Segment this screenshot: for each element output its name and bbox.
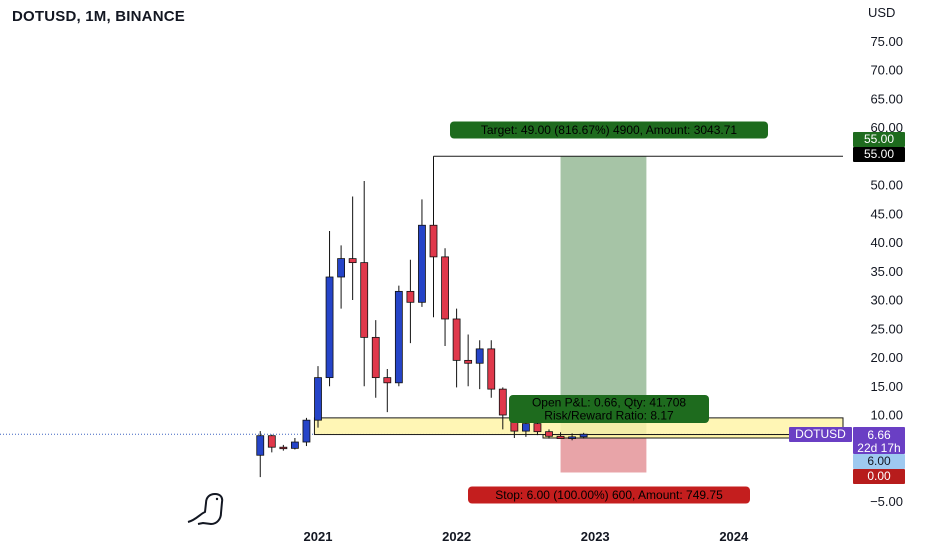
candle-body: [360, 262, 369, 338]
open-pl-label-text: Open P&L: 0.66, Qty: 41.708: [532, 396, 686, 410]
y-tick-label: 60.00: [870, 120, 903, 135]
candle-body: [371, 336, 380, 379]
candle-body: [337, 258, 346, 278]
stop-label[interactable]: [468, 486, 750, 504]
candle-body: [464, 359, 473, 364]
candle-body: [475, 348, 484, 364]
y-tick-label: 45.00: [870, 206, 903, 221]
y-tick-label: 50.00: [870, 178, 903, 193]
candle-body: [267, 435, 276, 448]
y-tick-label: 75.00: [870, 34, 903, 49]
y-tick-label: −5.00: [870, 494, 903, 509]
y-tick-label: 30.00: [870, 293, 903, 308]
y-tick-label: 70.00: [870, 63, 903, 78]
stop-label-text: Stop: 6.00 (100.00%) 600, Amount: 749.75: [495, 488, 723, 502]
y-tick-label: 40.00: [870, 235, 903, 250]
candle-body: [533, 423, 542, 433]
target-label[interactable]: [450, 121, 768, 139]
y-tick-label: 15.00: [870, 379, 903, 394]
last-price-tag-text: 6.66: [867, 428, 891, 442]
entry-price-tag: [853, 454, 905, 469]
candle-body: [579, 433, 588, 438]
candle-body: [452, 318, 461, 361]
y-tick-label: 25.00: [870, 321, 903, 336]
candle-body: [290, 441, 299, 449]
countdown-tag-text: 22d 17h: [857, 441, 900, 455]
candle-body: [383, 377, 392, 384]
x-tick-label: 2024: [719, 529, 749, 544]
dinosaur-eye-icon: [215, 497, 219, 501]
candle-body: [348, 258, 357, 264]
candle-body: [256, 435, 265, 456]
target-label-text: Target: 49.00 (816.67%) 4900, Amount: 30…: [481, 123, 738, 137]
target-price-tag: [853, 132, 905, 147]
candle-body: [394, 290, 403, 384]
last-price-tag: [853, 427, 905, 454]
currency-label: USD: [868, 5, 895, 20]
candle-body: [498, 388, 507, 416]
candle-body: [556, 435, 565, 439]
candle-body: [522, 423, 530, 432]
y-tick-label: 35.00: [870, 264, 903, 279]
candle-body: [314, 377, 322, 421]
open-pl-label[interactable]: [509, 395, 709, 423]
candle-body: [418, 224, 426, 303]
loss-zone[interactable]: [560, 438, 647, 473]
target-line-price-tag: [853, 147, 905, 162]
open-pl-label-text: Risk/Reward Ratio: 8.17: [544, 409, 674, 423]
target-line-price-tag-text: 55.00: [864, 147, 894, 161]
x-tick-label: 2022: [442, 529, 471, 544]
chart-title: DOTUSD, 1M, BINANCE: [12, 8, 185, 25]
stop-price-tag: [853, 469, 905, 484]
x-tick-label: 2023: [581, 529, 610, 544]
stop-price-tag-text: 0.00: [867, 469, 891, 483]
y-tick-label: 65.00: [870, 91, 903, 106]
candle-body: [279, 446, 288, 450]
x-tick-label: 2021: [304, 529, 333, 544]
candle-body: [325, 276, 334, 379]
y-tick-label: 20.00: [870, 350, 903, 365]
candle-body: [302, 419, 311, 443]
y-tick-label: 10.00: [870, 408, 903, 423]
candle-body: [406, 290, 415, 303]
candle-body: [568, 436, 576, 439]
target-price-tag-text: 55.00: [864, 132, 894, 146]
symbol-tag-text: DOTUSD: [795, 427, 846, 441]
candle-body: [429, 224, 438, 258]
entry-price-tag-text: 6.00: [867, 454, 891, 468]
symbol-tag: [789, 427, 852, 442]
profit-zone[interactable]: [560, 156, 647, 438]
candle-body: [487, 348, 496, 390]
dinosaur-logo-icon: [187, 493, 224, 525]
candle-body: [441, 256, 449, 320]
candle-body: [545, 431, 553, 437]
